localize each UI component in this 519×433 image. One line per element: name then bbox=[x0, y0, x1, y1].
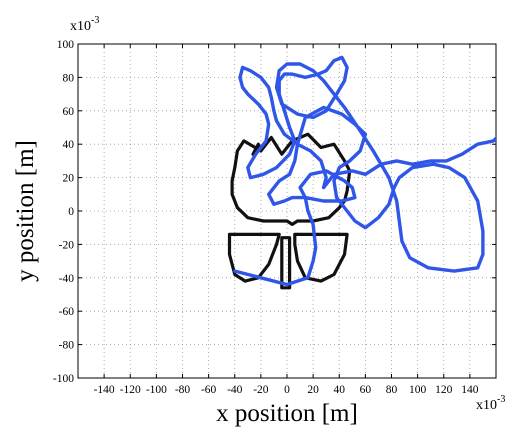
y-tick-label: 20 bbox=[63, 173, 75, 185]
x-multiplier: x10-3 bbox=[476, 394, 505, 413]
trajectory-line bbox=[233, 55, 496, 287]
y-tick-label: -40 bbox=[59, 273, 75, 285]
x-tick-label: -120 bbox=[120, 384, 141, 396]
y-axis-title: y position [m] bbox=[12, 140, 39, 282]
y-tick-label: 100 bbox=[57, 39, 75, 51]
x-tick-label: 60 bbox=[360, 384, 372, 396]
y-tick-label: -100 bbox=[53, 373, 74, 385]
y-tick-label: 60 bbox=[63, 106, 75, 118]
x-tick-label: -40 bbox=[227, 384, 243, 396]
x-tick-label: -20 bbox=[253, 384, 269, 396]
x-tick-label: 40 bbox=[334, 384, 346, 396]
x-tick-label: 100 bbox=[409, 384, 427, 396]
y-tick-label: -60 bbox=[59, 306, 75, 318]
x-axis-title: x position [m] bbox=[216, 400, 358, 427]
x-tick-label: 20 bbox=[307, 384, 319, 396]
y-tick-label: 0 bbox=[68, 206, 74, 218]
x-tick-labels: -140 -120 -100 -80 -60 -40 -20 0 20 40 60 80 100 120 1… bbox=[94, 384, 479, 396]
x-tick-label: 140 bbox=[461, 384, 479, 396]
y-tick-label: 40 bbox=[63, 139, 75, 151]
series-layer bbox=[227, 55, 496, 290]
y-multiplier: x10-3 bbox=[70, 15, 99, 34]
y-tick-label: -80 bbox=[59, 340, 75, 352]
x-tick-label: -140 bbox=[94, 384, 115, 396]
x-tick-label: 120 bbox=[435, 384, 453, 396]
y-tick-label: -20 bbox=[59, 239, 75, 251]
x-tick-label: 0 bbox=[284, 384, 290, 396]
tick-marks bbox=[78, 43, 496, 379]
x-tick-label: -100 bbox=[146, 384, 167, 396]
y-tick-label: 80 bbox=[63, 72, 75, 84]
target-shape-outline bbox=[293, 232, 349, 283]
x-tick-label: 80 bbox=[386, 384, 398, 396]
x-tick-label: -60 bbox=[201, 384, 217, 396]
x-tick-label: -80 bbox=[175, 384, 191, 396]
target-shape-outline bbox=[280, 236, 292, 290]
y-tick-labels: -100 -80 -60 -40 -20 0 20 40 60 80 100 bbox=[53, 39, 74, 385]
